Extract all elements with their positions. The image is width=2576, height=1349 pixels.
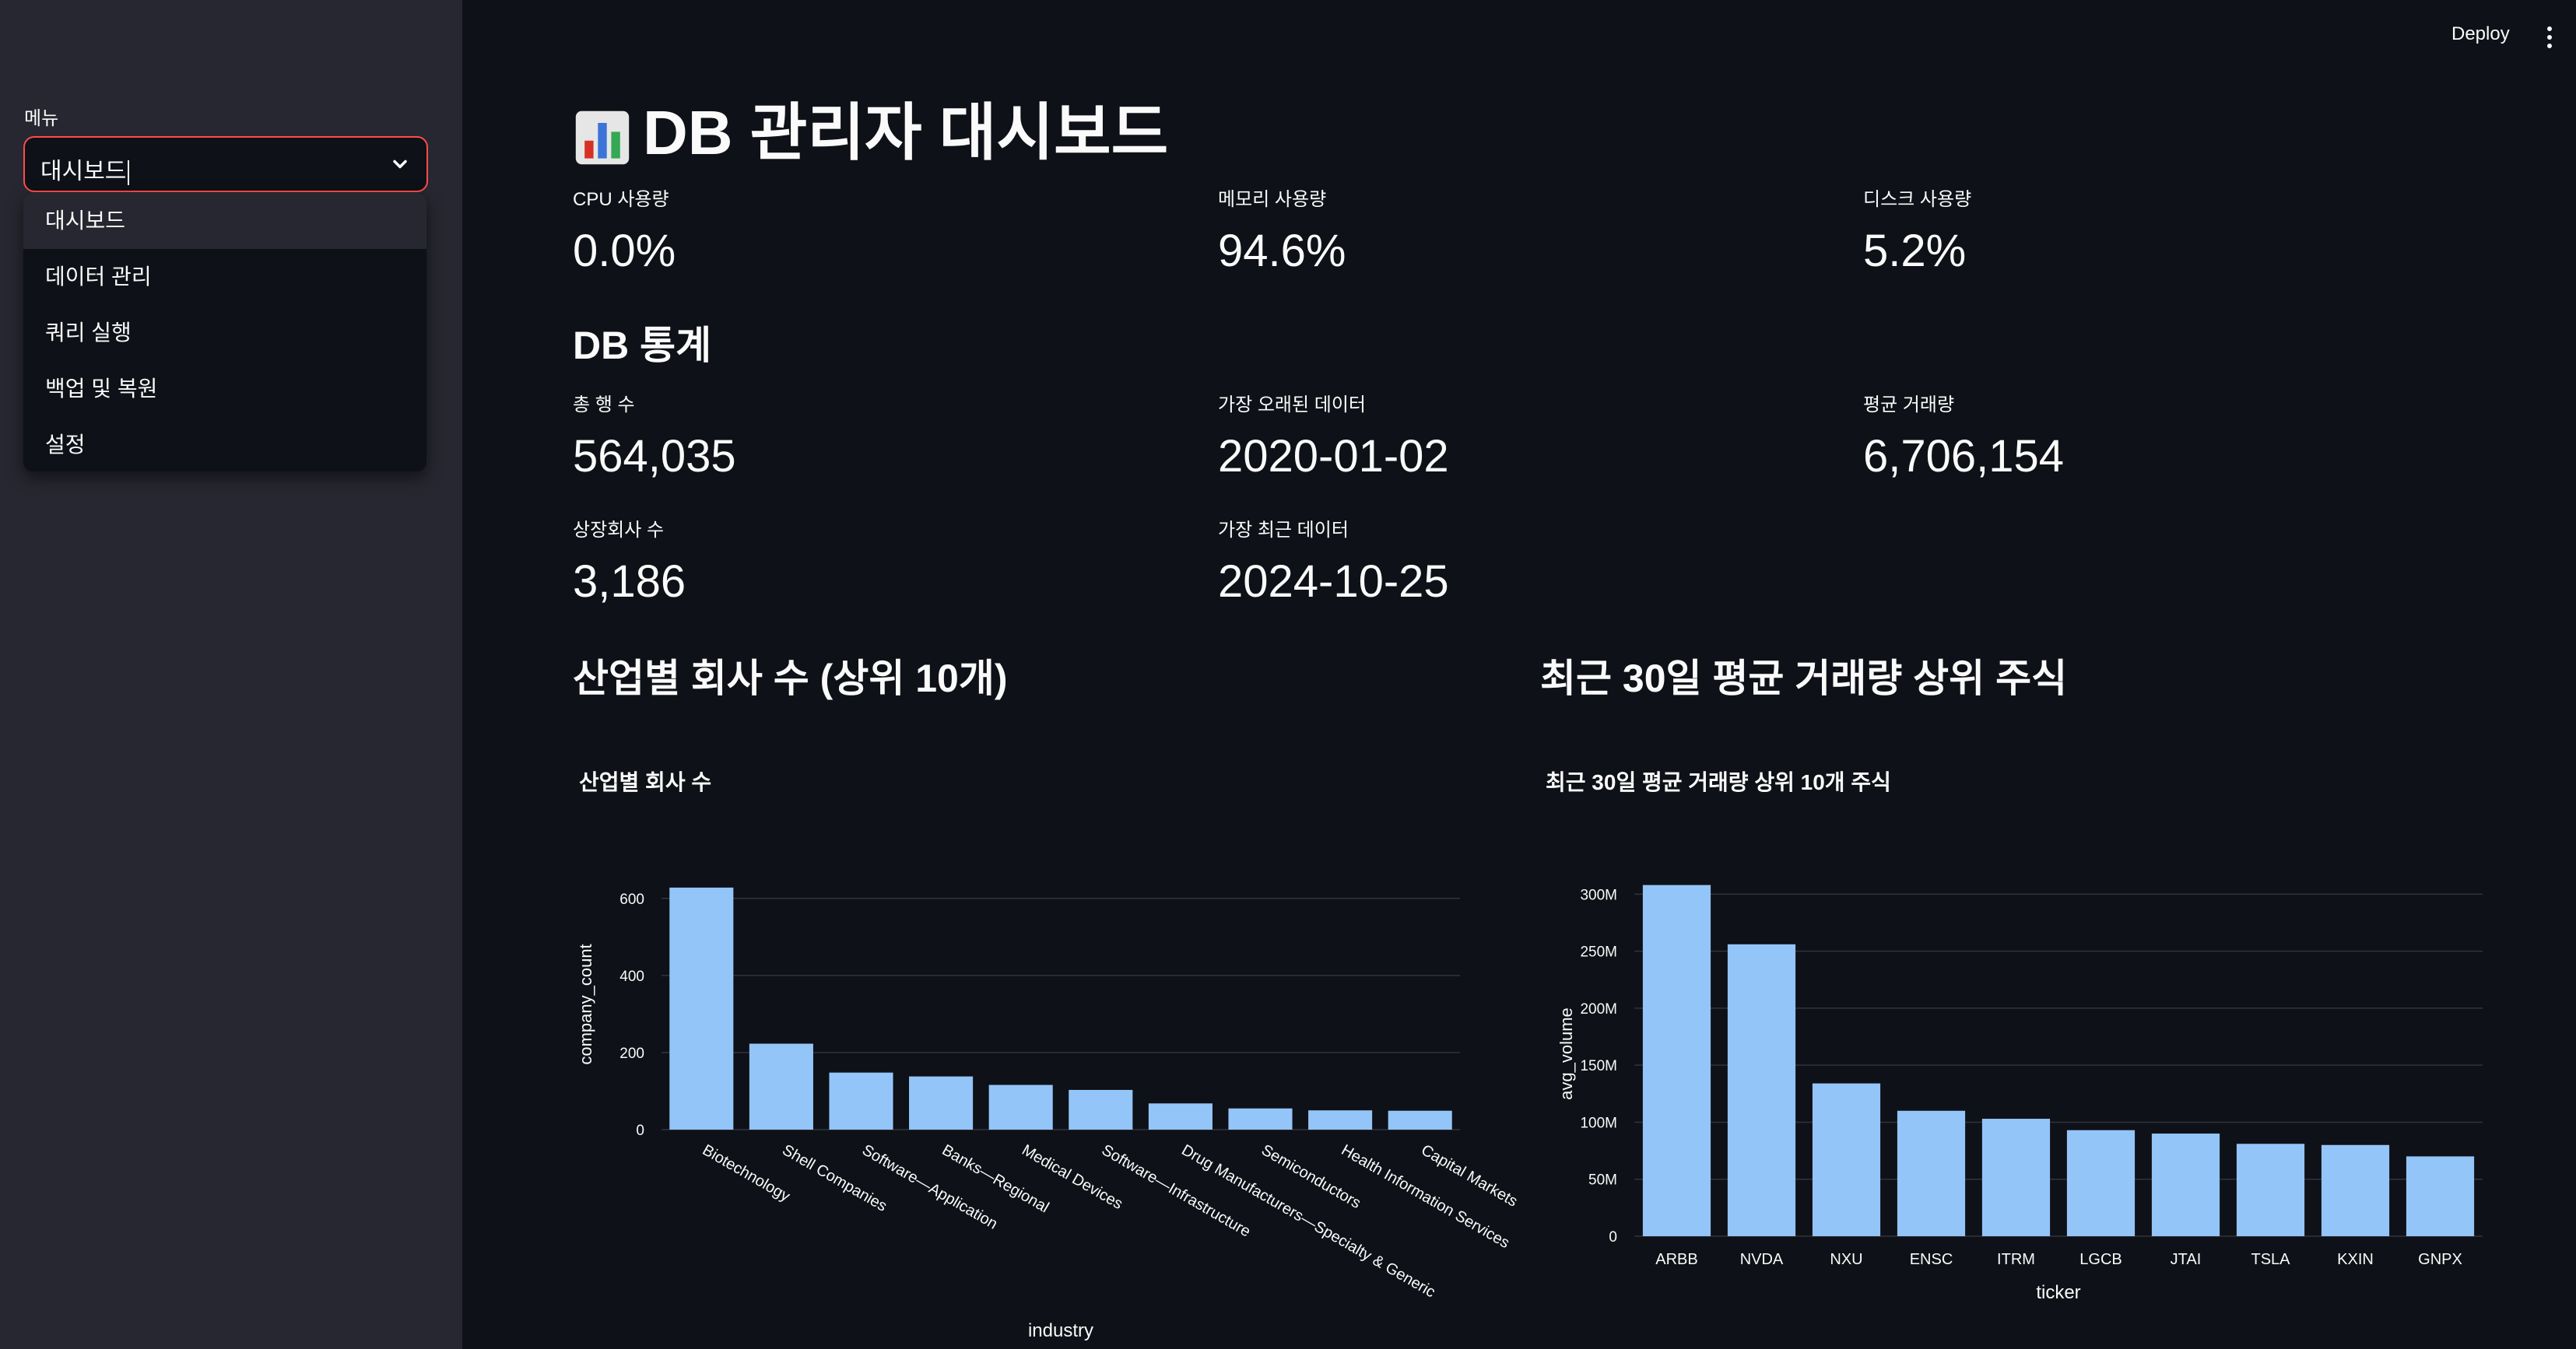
bar-chart-emoji-icon: [575, 110, 630, 165]
volume-chart-title: 최근 30일 평균 거래량 상위 10개 주식: [1546, 770, 1891, 794]
bar[interactable]: [909, 1076, 974, 1130]
bar[interactable]: [2066, 1130, 2136, 1236]
metric-total-rows: 총 행 수 564,035: [573, 389, 736, 482]
bar[interactable]: [1228, 1108, 1293, 1130]
metric-label: 총 행 수: [573, 394, 635, 415]
menu-select[interactable]: 대시보드: [23, 136, 428, 192]
metric-cpu: CPU 사용량 0.0%: [573, 184, 676, 277]
metric-value: 94.6%: [1218, 226, 1346, 276]
x-tick-label: Software—Infrastructure: [1099, 1141, 1254, 1240]
metric-value: 2024-10-25: [1218, 556, 1449, 607]
deploy-button[interactable]: Deploy: [2451, 23, 2510, 44]
y-tick-label: 150M: [1580, 1058, 1617, 1074]
x-tick-label: Biotechnology: [700, 1141, 793, 1205]
y-tick-label: 200M: [1580, 1001, 1617, 1018]
bar[interactable]: [2406, 1156, 2475, 1236]
menu-option-backup-restore[interactable]: 백업 및 복원: [45, 377, 158, 401]
bar[interactable]: [1388, 1110, 1452, 1130]
x-tick-label: JTAI: [2171, 1251, 2202, 1268]
bar[interactable]: [829, 1072, 893, 1130]
bar[interactable]: [1981, 1119, 2051, 1236]
metric-latest-data: 가장 최근 데이터 2024-10-25: [1218, 514, 1449, 608]
x-tick-label: KXIN: [2337, 1251, 2374, 1268]
volume-bar-chart: 0 50M 100M 150M 200M 250M 300M ARBB NVDA NXU ENSC I…: [1556, 885, 2483, 1303]
x-tick-label: LGCB: [2079, 1251, 2122, 1268]
bar[interactable]: [1148, 1103, 1213, 1130]
y-tick-label: 100M: [1580, 1115, 1617, 1131]
bar[interactable]: [1812, 1083, 1881, 1236]
bar[interactable]: [1727, 944, 1796, 1236]
y-axis-title: company_count: [576, 944, 595, 1064]
metric-oldest-data: 가장 오래된 데이터 2020-01-02: [1218, 389, 1449, 482]
metric-label: 가장 오래된 데이터: [1218, 394, 1366, 415]
sidebar: 메뉴 대시보드 대시보드 데이터 관리 쿼리 실행 백업 및 복원 설정: [0, 0, 462, 1349]
metric-avg-volume: 평균 거래량 6,706,154: [1863, 389, 2064, 482]
metric-value: 6,706,154: [1863, 431, 2065, 482]
metric-label: 가장 최근 데이터: [1218, 520, 1349, 541]
text-cursor: [128, 160, 130, 186]
bar[interactable]: [2151, 1134, 2220, 1236]
kebab-menu-icon[interactable]: [2546, 26, 2553, 48]
bar[interactable]: [2321, 1144, 2390, 1236]
y-tick-label: 250M: [1580, 944, 1617, 961]
bar[interactable]: [1642, 885, 1711, 1236]
db-stats-heading: DB 통계: [573, 324, 712, 367]
bar[interactable]: [749, 1043, 813, 1130]
menu-option-dashboard[interactable]: 대시보드: [23, 193, 426, 249]
x-tick-label: ITRM: [1997, 1251, 2035, 1268]
volume-section-heading: 최근 30일 평균 거래량 상위 주식: [1540, 657, 2068, 700]
menu-option-data-management[interactable]: 데이터 관리: [45, 265, 152, 289]
menu-dropdown: 대시보드 데이터 관리 쿼리 실행 백업 및 복원 설정: [23, 193, 426, 471]
bar[interactable]: [988, 1084, 1053, 1130]
bar[interactable]: [1069, 1089, 1133, 1130]
y-tick-label: 600: [619, 892, 644, 908]
chevron-down-icon[interactable]: [389, 153, 411, 175]
menu-option-settings[interactable]: 설정: [45, 433, 86, 457]
y-axis-title: avg_volume: [1556, 1007, 1576, 1100]
menu-option-query-run[interactable]: 쿼리 실행: [45, 321, 132, 345]
metric-disk: 디스크 사용량 5.2%: [1863, 184, 1971, 277]
bar[interactable]: [669, 887, 734, 1130]
metric-memory: 메모리 사용량 94.6%: [1218, 184, 1346, 277]
y-tick-label: 300M: [1580, 887, 1617, 903]
x-tick-label: ENSC: [1910, 1251, 1953, 1268]
x-tick-label: ARBB: [1655, 1251, 1697, 1268]
metric-value: 0.0%: [573, 226, 676, 276]
y-tick-label: 0: [1609, 1229, 1617, 1246]
x-tick-label: NXU: [1830, 1251, 1862, 1268]
page-title: DB 관리자 대시보드: [573, 82, 1168, 173]
metric-value: 2020-01-02: [1218, 431, 1449, 482]
metric-label: 디스크 사용량: [1863, 189, 1972, 210]
y-tick-label: 0: [636, 1123, 644, 1139]
menu-select-value[interactable]: 대시보드: [40, 152, 130, 186]
industry-chart-title: 산업별 회사 수: [579, 770, 712, 794]
metric-value: 564,035: [573, 431, 736, 482]
industry-section-heading: 산업별 회사 수 (상위 10개): [573, 657, 1008, 700]
metric-value: 5.2%: [1863, 226, 1967, 276]
y-tick-label: 50M: [1588, 1172, 1617, 1189]
metric-label: CPU 사용량: [573, 189, 669, 210]
bar[interactable]: [1308, 1110, 1373, 1130]
metric-label: 메모리 사용량: [1218, 189, 1327, 210]
y-tick-label: 400: [619, 969, 644, 985]
metric-label: 평균 거래량: [1863, 394, 1955, 415]
x-tick-label: GNPX: [2418, 1251, 2462, 1268]
x-axis-title: industry: [1028, 1320, 1093, 1341]
metric-listed-companies: 상장회사 수 3,186: [573, 514, 686, 608]
metric-label: 상장회사 수: [573, 520, 665, 541]
x-tick-label: Software—Application: [859, 1141, 1000, 1232]
x-tick-label: TSLA: [2251, 1251, 2290, 1268]
y-tick-label: 200: [619, 1046, 644, 1062]
metric-value: 3,186: [573, 556, 686, 607]
bar[interactable]: [1897, 1110, 1966, 1236]
menu-label: 메뉴: [24, 108, 59, 129]
x-tick-label: NVDA: [1740, 1251, 1784, 1268]
x-axis-title: ticker: [2036, 1282, 2080, 1303]
bar[interactable]: [2236, 1144, 2305, 1236]
